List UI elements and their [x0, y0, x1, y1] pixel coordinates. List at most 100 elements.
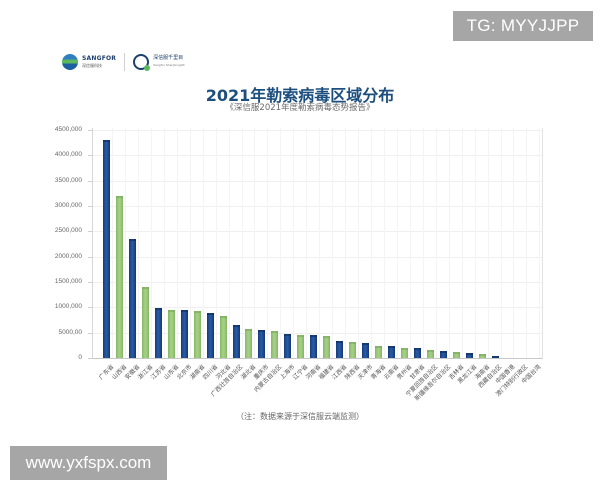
y-tick: [88, 206, 93, 207]
vertical-gridline: [215, 128, 217, 358]
bar-河南省: [310, 335, 318, 358]
sharpinsight-ring-icon: [133, 54, 151, 71]
y-tick-label: 2000,000: [54, 252, 82, 260]
bar-云南省: [387, 346, 395, 358]
bar-内蒙古自治区: [271, 330, 279, 358]
vertical-gridline: [189, 128, 191, 358]
vertical-gridline: [526, 128, 528, 358]
y-tick-label: 5000,00: [58, 328, 83, 336]
vertical-gridline: [345, 128, 347, 358]
y-tick: [88, 180, 93, 182]
logo-divider: [124, 53, 126, 71]
watermark-top: TG: MYYJJPP: [453, 11, 593, 41]
vertical-gridline: [306, 128, 308, 358]
vertical-gridline: [371, 128, 372, 358]
vertical-gridline: [176, 128, 178, 358]
vertical-gridline: [409, 128, 411, 358]
y-tick-label: 3000,000: [54, 202, 82, 209]
y-tick-label: 1500,000: [54, 278, 82, 285]
y-tick: [88, 231, 93, 233]
y-tick-label: 4000,000: [54, 151, 82, 159]
bar-广东省: [103, 140, 110, 358]
gridline: [93, 206, 542, 207]
vertical-gridline: [280, 128, 282, 358]
vertical-gridline: [202, 128, 204, 358]
chart-title: 2021年勒索病毒区域分布: [205, 86, 395, 105]
sangfor-cn-wordmark: 深信服科技: [82, 63, 102, 68]
vertical-gridline: [461, 128, 463, 358]
gridline: [93, 307, 542, 309]
vertical-gridline: [241, 128, 243, 358]
gridline: [93, 130, 542, 131]
bar-贵州省: [400, 347, 408, 358]
bar-广西壮族自治区: [232, 325, 240, 358]
sangfor-logo-text: SANGFOR 深信服科技: [82, 55, 116, 69]
bar-陕西省: [349, 341, 357, 358]
sharpinsight-cn-wordmark: 深信服千里目: [153, 55, 184, 61]
bar-辽宁省: [297, 334, 305, 358]
bar-吉林省: [452, 352, 460, 358]
vertical-gridline: [435, 128, 437, 358]
vertical-gridline: [474, 128, 476, 358]
vertical-gridline: [422, 128, 424, 358]
plot-area: [88, 128, 543, 359]
bar-海南省: [478, 354, 486, 358]
brand-logos: SANGFOR 深信服科技 深信服千里目 Sangfor SharpInsigh…: [62, 50, 185, 74]
gridline: [93, 282, 542, 283]
bar-上海市: [284, 333, 292, 358]
bar-宁夏回族自治区: [426, 349, 434, 358]
vertical-gridline: [137, 128, 139, 358]
vertical-gridline: [396, 128, 398, 358]
bar-西藏自治区: [491, 355, 499, 358]
bar-天津市: [362, 342, 369, 358]
vertical-gridline: [124, 128, 126, 358]
vertical-gridline: [539, 128, 541, 358]
bar-甘肃省: [413, 348, 421, 358]
bar-江苏省: [154, 307, 162, 358]
vertical-gridline: [163, 128, 165, 358]
y-tick: [88, 256, 93, 258]
y-tick: [88, 307, 93, 309]
y-tick: [88, 155, 93, 157]
vertical-gridline: [487, 128, 489, 358]
bar-北京市: [180, 310, 188, 358]
sangfor-globe-icon: [62, 54, 78, 70]
vertical-gridline: [358, 128, 360, 358]
chart-subtitle: 《深信服2021年度勒索病毒态势报告》: [225, 103, 375, 113]
vertical-gridline: [319, 128, 321, 358]
bar-青海省: [374, 345, 382, 358]
y-tick: [88, 282, 93, 283]
bar-安徽省: [128, 238, 136, 358]
bar-湖南省: [193, 310, 201, 358]
gridline: [93, 180, 542, 182]
y-tick-label: 1000,000: [54, 303, 82, 311]
sangfor-wordmark: SANGFOR: [82, 55, 117, 62]
vertical-gridline: [448, 128, 450, 358]
vertical-gridline: [112, 128, 113, 358]
bar-湖北省: [245, 328, 253, 358]
vertical-gridline: [293, 128, 295, 358]
y-tick-label: 4500,000: [54, 126, 82, 133]
vertical-gridline: [254, 128, 256, 358]
bar-福建省: [323, 336, 331, 358]
bar-四川省: [206, 313, 214, 358]
y-tick: [88, 332, 93, 334]
vertical-gridline: [267, 128, 269, 358]
bar-黑龙江省: [465, 353, 473, 358]
gridline: [93, 256, 542, 258]
vertical-gridline: [228, 128, 230, 358]
y-tick-label: 2500,000: [54, 227, 82, 235]
bar-山西省: [115, 195, 123, 358]
gridline: [93, 231, 542, 233]
data-source-note: （注：数据来源于深信服云端监测）: [236, 412, 364, 421]
bar-新疆维吾尔自治区: [439, 350, 447, 358]
bar-浙江省: [141, 287, 149, 358]
vertical-gridline: [332, 128, 334, 358]
y-tick: [88, 130, 93, 131]
vertical-gridline: [500, 128, 502, 358]
gridline: [93, 155, 542, 157]
bar-山东省: [167, 309, 175, 358]
vertical-gridline: [150, 128, 152, 358]
watermark-bottom: www.yxfspx.com: [10, 446, 167, 480]
sharpinsight-logo-text: 深信服千里目 Sangfor SharpInsight: [153, 55, 185, 69]
